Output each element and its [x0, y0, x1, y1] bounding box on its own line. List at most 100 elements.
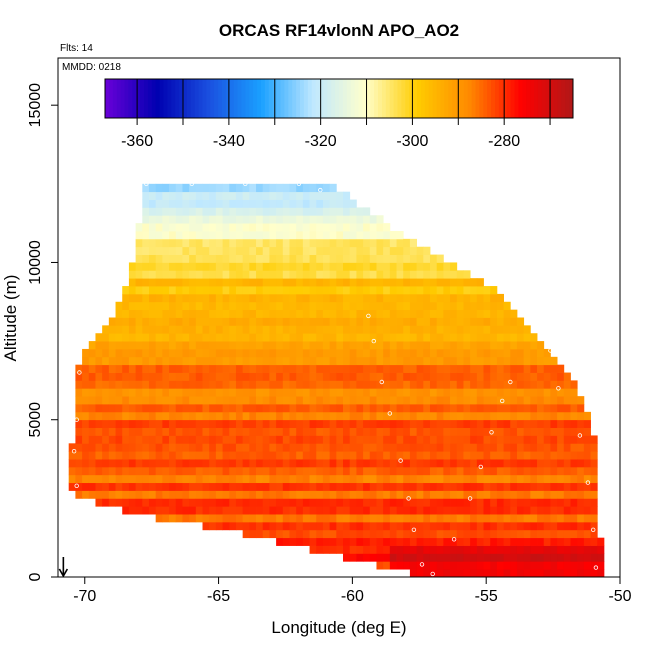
colorbar-segment	[245, 79, 250, 118]
heatmap-cell	[182, 246, 190, 255]
heatmap-cell	[202, 254, 210, 263]
heatmap-cell	[175, 325, 183, 334]
heatmap-cell	[189, 183, 197, 193]
heatmap-cell	[396, 514, 404, 523]
heatmap-cell	[503, 466, 511, 476]
heatmap-cell	[490, 529, 498, 539]
heatmap-cell	[135, 506, 143, 515]
heatmap-cell	[409, 411, 418, 421]
heatmap-cell	[142, 278, 150, 287]
heatmap-cell	[349, 364, 357, 373]
heatmap-cell	[215, 199, 223, 208]
heatmap-cell	[329, 419, 337, 428]
heatmap-cell	[336, 380, 344, 389]
heatmap-cell	[242, 396, 250, 405]
heatmap-cell	[456, 411, 464, 421]
heatmap-cell	[262, 191, 270, 200]
heatmap-cell	[95, 427, 103, 436]
heatmap-cell	[496, 309, 504, 318]
heatmap-cell	[543, 419, 551, 428]
heatmap-cell	[282, 380, 290, 389]
heatmap-cell	[356, 490, 364, 499]
heatmap-cell	[329, 356, 337, 366]
heatmap-cell	[122, 364, 130, 373]
heatmap-cell	[215, 372, 223, 381]
heatmap-cell	[202, 514, 210, 523]
heatmap-cell	[336, 207, 344, 216]
heatmap-cell	[82, 466, 90, 476]
heatmap-cell	[436, 427, 444, 436]
heatmap-cell	[309, 396, 317, 405]
heatmap-cell	[530, 419, 538, 428]
heatmap-cell	[162, 199, 170, 208]
heatmap-cell	[269, 396, 277, 405]
heatmap-cell	[309, 490, 317, 499]
heatmap-cell	[249, 325, 257, 334]
heatmap-cell	[256, 207, 264, 216]
heatmap-cell	[409, 498, 418, 507]
heatmap-cell	[490, 404, 498, 413]
heatmap-cell	[476, 451, 484, 460]
heatmap-cell	[215, 317, 223, 326]
heatmap-cell	[229, 356, 237, 366]
colorbar-segment	[147, 79, 153, 118]
heatmap-cell	[276, 443, 284, 452]
heatmap-cell	[343, 459, 351, 468]
heatmap-cell	[75, 404, 83, 413]
heatmap-cell	[456, 270, 464, 279]
heatmap-cell	[429, 364, 438, 373]
heatmap-cell	[276, 356, 284, 366]
heatmap-cell	[416, 490, 424, 499]
heatmap-cell	[396, 459, 404, 468]
heatmap-cell	[229, 278, 237, 287]
heatmap-cell	[322, 246, 331, 255]
colorbar-segment	[510, 79, 515, 118]
heatmap-cell	[409, 506, 418, 515]
heatmap-cell	[429, 466, 438, 476]
heatmap-cell	[282, 278, 290, 287]
heatmap-cell	[249, 270, 257, 279]
heatmap-cell	[169, 341, 177, 350]
heatmap-cell	[309, 333, 317, 342]
heatmap-cell	[409, 474, 418, 484]
heatmap-cell	[450, 396, 458, 405]
colorbar-segment	[218, 79, 223, 118]
heatmap-cell	[269, 474, 277, 484]
heatmap-cell	[483, 553, 491, 562]
heatmap-cell	[476, 561, 484, 570]
heatmap-cell	[450, 364, 458, 373]
heatmap-cell	[343, 254, 351, 263]
heatmap-cell	[463, 498, 471, 507]
heatmap-cell	[470, 341, 478, 350]
heatmap-cell	[343, 348, 351, 358]
heatmap-cell	[189, 459, 197, 468]
heatmap-cell	[496, 419, 504, 428]
heatmap-cell	[169, 278, 177, 287]
heatmap-cell	[343, 262, 351, 271]
heatmap-cell	[296, 451, 304, 460]
heatmap-cell	[302, 372, 310, 381]
heatmap-cell	[416, 529, 424, 539]
heatmap-cell	[135, 223, 143, 232]
heatmap-cell	[316, 183, 324, 193]
heatmap-cell	[269, 419, 277, 428]
heatmap-cell	[376, 427, 384, 436]
heatmap-cell	[256, 396, 264, 405]
heatmap-cell	[523, 380, 531, 389]
heatmap-cell	[235, 309, 244, 318]
heatmap-cell	[302, 466, 310, 476]
heatmap-cell	[155, 238, 163, 248]
heatmap-cell	[142, 364, 150, 373]
heatmap-cell	[195, 474, 203, 484]
heatmap-cell	[95, 466, 103, 476]
heatmap-cell	[496, 537, 504, 546]
heatmap-cell	[276, 514, 284, 523]
heatmap-cell	[563, 435, 571, 444]
heatmap-cell	[463, 545, 471, 554]
colorbar-frame	[104, 78, 574, 119]
heatmap-cell	[443, 451, 451, 460]
heatmap-cell	[530, 427, 538, 436]
heatmap-cell	[215, 356, 223, 366]
heatmap-cell	[523, 537, 531, 546]
heatmap-cell	[516, 466, 525, 476]
